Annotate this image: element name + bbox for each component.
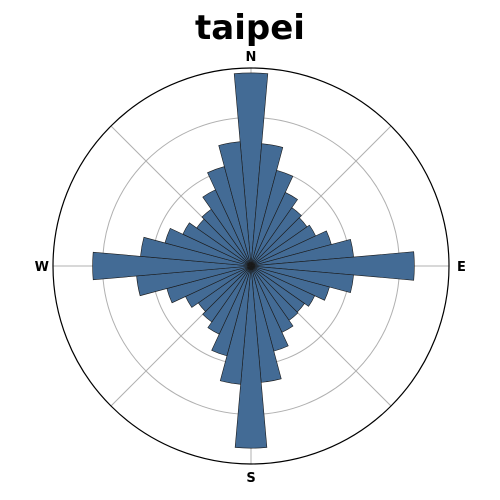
- bar-110deg: [250, 265, 330, 301]
- bar-40deg: [250, 207, 302, 267]
- bar-30deg: [250, 192, 298, 267]
- chart-title: taipei: [195, 8, 305, 48]
- bar-200deg: [211, 265, 252, 357]
- direction-label-n: N: [246, 50, 257, 65]
- bar-210deg: [207, 265, 252, 335]
- direction-label-e: E: [457, 260, 466, 275]
- direction-label-w: W: [35, 260, 49, 275]
- bar-270deg: [92, 251, 252, 281]
- bar-290deg: [164, 227, 252, 267]
- direction-label-s: S: [246, 471, 255, 486]
- bar-0deg: [233, 72, 269, 267]
- bars-layer: [92, 72, 415, 449]
- bar-180deg: [234, 265, 268, 449]
- bar-350deg: [218, 141, 252, 267]
- bar-300deg: [182, 222, 252, 267]
- bar-120deg: [250, 265, 316, 307]
- bar-20deg: [250, 170, 294, 267]
- bar-90deg: [250, 251, 415, 281]
- bar-220deg: [202, 265, 252, 323]
- polar-frame: [52, 67, 450, 465]
- compass-labels: N E S W: [35, 50, 466, 486]
